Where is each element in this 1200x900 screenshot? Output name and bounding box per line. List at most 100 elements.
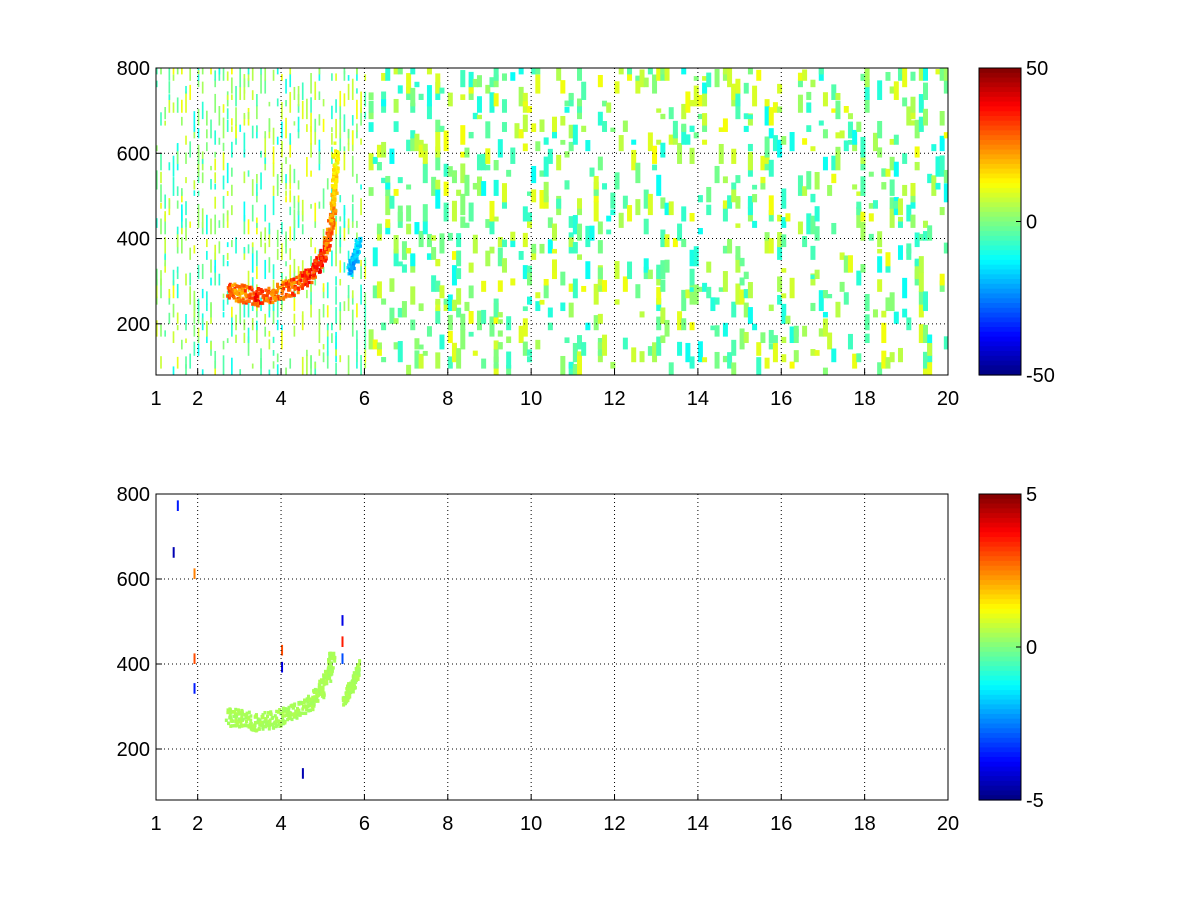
heatmap-cell — [330, 667, 334, 672]
heatmap-cell — [214, 130, 217, 145]
heatmap-cell — [323, 250, 327, 254]
heatmap-cell — [577, 335, 583, 350]
heatmap-cell — [343, 151, 346, 171]
heatmap-cell — [236, 292, 240, 297]
heatmap-cell — [331, 209, 335, 213]
heatmap-cell — [422, 221, 428, 235]
heatmap-cell — [376, 345, 382, 356]
heatmap-cell — [284, 284, 288, 289]
heatmap-cell — [281, 74, 283, 81]
heatmap-cell — [346, 698, 350, 703]
heatmap-cell — [597, 280, 603, 292]
heatmap-cell — [333, 181, 337, 186]
heatmap-cell — [397, 307, 403, 318]
heatmap-cell — [597, 267, 603, 280]
heatmap-cell — [902, 184, 908, 196]
heatmap-cell — [727, 195, 733, 209]
heatmap-cell — [168, 199, 171, 209]
heatmap-cell — [468, 262, 474, 273]
heatmap-cell — [272, 726, 276, 730]
heatmap-cell — [322, 258, 326, 262]
heatmap-cell — [343, 70, 346, 81]
heatmap-cell — [240, 283, 244, 287]
heatmap-cell — [422, 143, 428, 152]
heatmap-cell — [276, 174, 279, 190]
heatmap-cell — [275, 297, 279, 301]
heatmap-cell — [910, 196, 916, 209]
heatmap-cell — [572, 124, 578, 145]
heatmap-cell — [435, 352, 441, 369]
heatmap-cell — [810, 273, 816, 286]
heatmap-cell — [197, 68, 200, 81]
heatmap-cell — [201, 222, 204, 235]
heatmap-cell — [460, 313, 466, 331]
heatmap-cell — [397, 261, 403, 267]
heatmap-cell — [393, 188, 399, 196]
heatmap-cell — [247, 219, 250, 235]
heatmap-cell — [267, 727, 271, 731]
heatmap-cell — [802, 186, 808, 196]
heatmap-cell — [314, 247, 317, 254]
heatmap-cell — [593, 201, 599, 222]
heatmap-cell — [312, 273, 316, 278]
heatmap-cell — [256, 325, 258, 344]
heatmap-cell — [597, 313, 603, 324]
heatmap-cell — [660, 307, 666, 324]
heatmap-cell — [764, 162, 770, 171]
heatmap-cell — [346, 688, 350, 693]
heatmap-cell — [722, 72, 728, 81]
heatmap-cell — [298, 273, 302, 278]
x-tick-label: 12 — [603, 388, 625, 410]
heatmap-cell — [264, 259, 267, 280]
heatmap-cell — [335, 73, 337, 81]
heatmap-cell — [468, 331, 474, 337]
heatmap-cell — [777, 276, 783, 292]
heatmap-cell — [241, 712, 245, 716]
heatmap-cell — [739, 328, 745, 350]
heatmap-cell — [281, 330, 283, 350]
heatmap-cell — [747, 113, 753, 126]
heatmap-cell — [235, 290, 239, 294]
heatmap-cell — [160, 68, 162, 75]
heatmap-cell — [797, 94, 803, 113]
heatmap-cell — [535, 141, 541, 152]
heatmap-cell — [814, 226, 820, 241]
heatmap-cell — [329, 214, 333, 218]
heatmap-cell — [318, 268, 322, 272]
heatmap-cell — [358, 244, 362, 248]
heatmap-cell — [256, 192, 258, 203]
heatmap-cell — [272, 264, 275, 280]
heatmap-cell — [489, 92, 495, 113]
heatmap-cell — [872, 200, 878, 209]
heatmap-cell — [335, 99, 337, 113]
heatmap-cell — [414, 222, 420, 235]
heatmap-cell — [622, 120, 628, 132]
heatmap-cell — [264, 227, 267, 241]
heatmap-cell — [364, 348, 367, 356]
heatmap-cell — [460, 193, 466, 216]
heatmap-cell — [747, 282, 753, 299]
heatmap-cell — [343, 208, 346, 228]
heatmap-cell — [334, 211, 338, 216]
heatmap-cell — [939, 273, 945, 286]
heatmap-cell — [589, 225, 595, 241]
heatmap-cell — [547, 307, 553, 318]
heatmap-cell — [176, 68, 179, 75]
heatmap-cell — [656, 336, 662, 356]
heatmap-cell — [697, 113, 703, 120]
heatmap-cell — [664, 68, 670, 81]
heatmap-cell — [168, 293, 171, 305]
heatmap-cell — [323, 236, 327, 240]
heatmap-cell — [281, 140, 283, 152]
heatmap-cell — [176, 324, 179, 331]
heatmap-cell — [435, 146, 441, 158]
heatmap-cell — [256, 126, 258, 132]
heatmap-cell — [868, 203, 874, 209]
heatmap-cell — [214, 183, 217, 190]
heatmap-cell — [547, 217, 553, 228]
heatmap-cell — [181, 237, 183, 254]
heatmap-cell — [248, 293, 252, 297]
heatmap-cell — [298, 281, 302, 285]
heatmap-cell — [856, 353, 862, 363]
